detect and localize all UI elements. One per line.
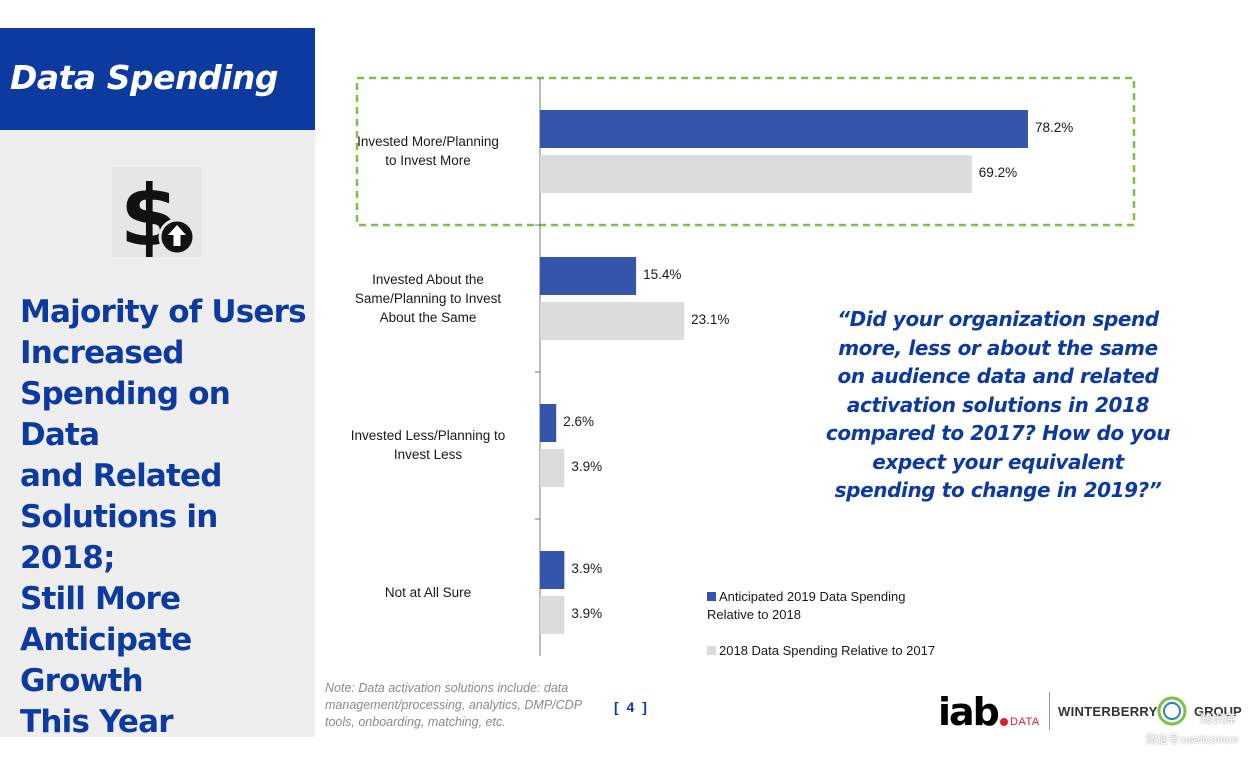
bar-chart: Invested More/Planning to Invest More 78.… [315,0,1260,680]
chart-plot [355,76,1136,656]
data-label: 78.2% [1034,120,1074,135]
category-label: Invested About the Same/Planning to Inve… [354,271,502,325]
bar-2019 [540,551,565,589]
watermark-text: 知识库 [1200,712,1237,726]
bar-2019 [540,404,557,442]
legend-item-2019: Anticipated 2019 Data Spending Relative … [707,588,905,624]
category-label: Invested More/Planning to Invest More [357,134,499,168]
bar-2018 [540,449,565,487]
slide-title: Data Spending [10,58,279,97]
data-label: 2.6% [563,414,594,429]
watermark-account: 微信号:useitcomcn [1146,734,1238,746]
logo-divider [1049,692,1050,730]
highlight-box [355,76,1136,227]
iab-logo: iab [938,690,1000,734]
winterberry-circle-icon [1157,696,1187,726]
footnote: Note: Data activation solutions include:… [325,681,582,729]
category-label: Not at All Sure [384,584,472,600]
bar-2018 [540,302,685,340]
survey-question: “Did your organization spend more, less … [825,307,1171,502]
iab-logo-dot [1000,718,1008,726]
winterberry-group-label: GROUP [1194,704,1242,719]
legend-label-2018: 2018 Data Spending Relative to 2017 [719,643,936,658]
data-label: 23.1% [691,312,730,327]
winterberry-logo: WINTERBERRY [1058,704,1158,719]
legend-label-2019: Anticipated 2019 Data Spending Relative … [707,589,906,622]
legend-item-2018: 2018 Data Spending Relative to 2017 [707,642,935,660]
bar-2019 [540,110,1028,148]
bar-2018 [540,596,565,634]
bar-2018 [540,155,972,193]
data-label: 69.2% [978,165,1018,180]
bar-2019 [540,257,637,295]
dollar-up-arrow-icon: $ [112,167,202,265]
legend-swatch-2019 [707,592,716,601]
title-bar [0,28,315,130]
category-label: Invested Less/Planning to Invest Less [350,428,506,462]
data-label: 3.9% [571,561,603,576]
page-number: [ 4 ] [614,699,649,715]
headline: Majority of Users Increased Spending on … [20,294,307,740]
data-label: 15.4% [643,267,682,282]
data-label: 3.9% [571,606,603,621]
iab-data-label: DATA [1010,716,1040,728]
data-label: 3.9% [571,459,603,474]
legend-swatch-2018 [707,646,716,655]
